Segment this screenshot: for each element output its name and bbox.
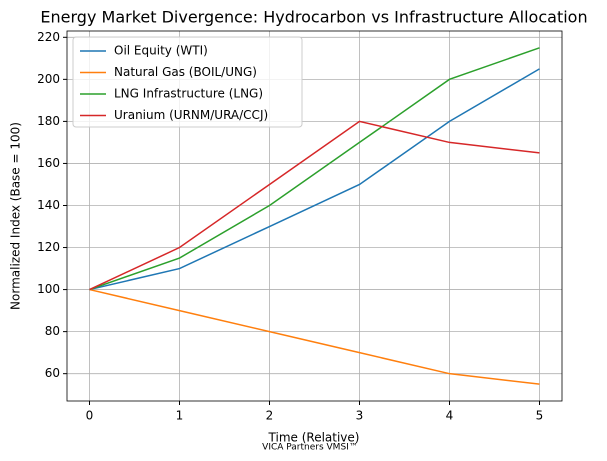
x-tick-label: 4 — [446, 409, 454, 423]
series-line — [89, 288, 540, 385]
x-tick-label: 1 — [176, 409, 184, 423]
y-tick-label: 60 — [45, 366, 60, 380]
y-axis-label: Normalized Index (Base = 100) — [9, 122, 23, 310]
x-tick-label: 5 — [536, 409, 544, 423]
x-tick-label: 3 — [356, 409, 364, 423]
legend-label: LNG Infrastructure (LNG) — [114, 87, 263, 101]
series-line — [89, 68, 540, 291]
y-tick-label: 160 — [37, 156, 60, 170]
y-tick-label: 180 — [37, 114, 60, 128]
legend-label: Uranium (URNM/URA/CCJ) — [114, 108, 268, 122]
plot-frame — [66, 30, 563, 402]
x-axis-label: Time (Relative) — [268, 431, 360, 445]
series-line — [89, 47, 540, 291]
legend-label: Oil Equity (WTI) — [114, 44, 208, 58]
x-tick-label: 2 — [266, 409, 274, 423]
legend-label: Natural Gas (BOIL/UNG) — [114, 65, 257, 79]
chart-title: Energy Market Divergence: Hydrocarbon vs… — [40, 8, 587, 27]
y-tick-label: 100 — [37, 282, 60, 296]
annotation: VICA Partners VMSI™ — [262, 443, 358, 453]
y-tick-label: 80 — [45, 324, 60, 338]
y-tick-label: 220 — [37, 30, 60, 44]
y-tick-label: 140 — [37, 198, 60, 212]
legend-box — [72, 36, 303, 128]
y-tick-label: 200 — [37, 72, 60, 86]
series-line — [89, 120, 540, 291]
y-tick-label: 120 — [37, 240, 60, 254]
x-tick-label: 0 — [86, 409, 94, 423]
